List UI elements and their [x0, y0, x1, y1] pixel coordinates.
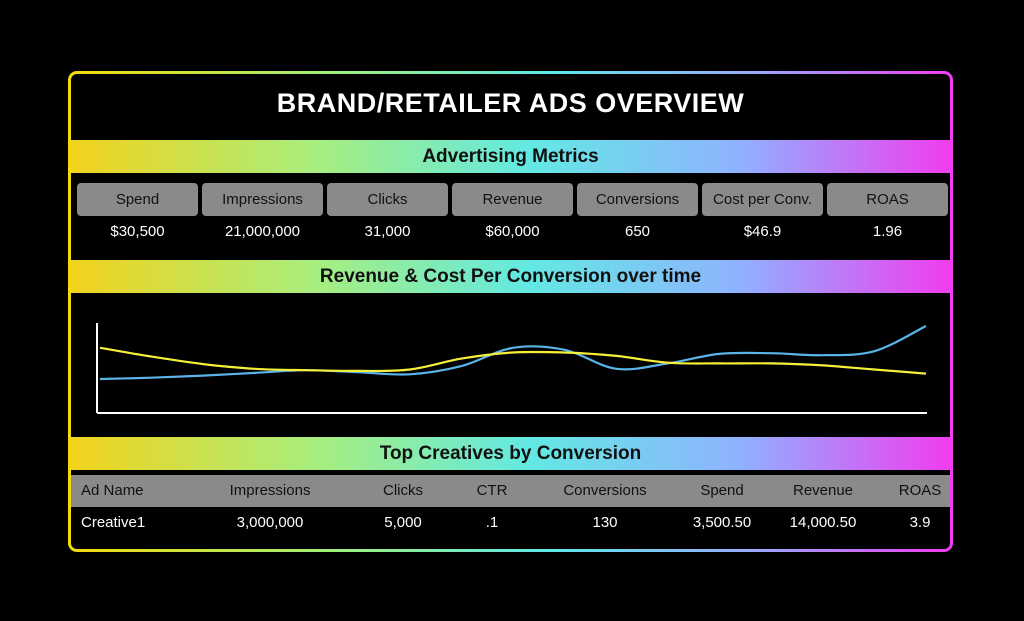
cell-conversions-text: 130	[592, 514, 618, 531]
header-conversions-text: Conversions	[563, 482, 647, 499]
series-line-2	[99, 346, 927, 375]
cell-revenue-text: 14,000.50	[789, 514, 857, 531]
dashboard-panel: BRAND/RETAILER ADS OVERVIEW Advertising …	[71, 74, 950, 549]
metric-value: 31,000	[364, 223, 411, 240]
metric-cost-per-conversion: Cost per Conv. $46.9	[702, 183, 823, 240]
header-revenue-text: Revenue	[792, 482, 854, 499]
series-line-1	[99, 325, 927, 381]
metric-value: 1.96	[872, 223, 903, 240]
cell-roas-text: 3.9	[909, 514, 931, 531]
metric-label: Revenue	[452, 183, 573, 216]
dashboard-frame: BRAND/RETAILER ADS OVERVIEW Advertising …	[68, 71, 953, 552]
chart-section-header: Revenue & Cost Per Conversion over time	[71, 260, 950, 293]
cell-spend-text: 3,500.50	[692, 514, 752, 531]
metric-roas: ROAS 1.96	[827, 183, 948, 240]
header-roas-text: ROAS	[898, 482, 942, 499]
chart-section-title: Revenue & Cost Per Conversion over time	[319, 265, 702, 287]
metrics-section-header: Advertising Metrics	[71, 140, 950, 173]
metric-clicks: Clicks 31,000	[327, 183, 448, 240]
metric-spend: Spend $30,500	[77, 183, 198, 240]
header-spend-text: Spend	[700, 482, 744, 499]
cell-ctr-text: .1	[485, 514, 499, 531]
metric-value: $60,000	[485, 223, 540, 240]
series-layer	[99, 325, 927, 381]
line-chart	[96, 323, 927, 414]
cell-clicks-text: 5,000	[384, 514, 422, 531]
metric-label: Conversions	[577, 183, 698, 216]
creatives-table: Ad Name Impressions Clicks CTR Conversio…	[71, 475, 950, 539]
metric-revenue: Revenue $60,000	[452, 183, 573, 240]
metric-value: $46.9	[743, 223, 782, 240]
metric-value: $30,500	[110, 223, 165, 240]
header-ctr-text: CTR	[476, 482, 508, 499]
metric-impressions: Impressions 21,000,000	[202, 183, 323, 240]
metrics-section-title: Advertising Metrics	[422, 145, 599, 167]
page-title: BRAND/RETAILER ADS OVERVIEW	[276, 88, 745, 118]
header-impressions-text: Impressions	[229, 482, 311, 499]
header-clicks-text: Clicks	[383, 482, 423, 499]
header-ad-name[interactable]: Ad Name	[81, 482, 144, 499]
metric-value: 650	[624, 223, 651, 240]
table-row[interactable]: Creative1 3,000,000 5,000 .1 130 3,500.5…	[71, 507, 950, 539]
cell-impressions-text: 3,000,000	[236, 514, 304, 531]
cell-ad-name: Creative1	[81, 514, 146, 531]
table-header-row: Ad Name Impressions Clicks CTR Conversio…	[71, 475, 950, 507]
metric-conversions: Conversions 650	[577, 183, 698, 240]
table-section-title: Top Creatives by Conversion	[379, 442, 642, 464]
metric-label: ROAS	[827, 183, 948, 216]
metric-value: 21,000,000	[224, 223, 301, 240]
metric-label: Cost per Conv.	[702, 183, 823, 216]
metrics-row: Spend $30,500 Impressions 21,000,000 Cli…	[77, 183, 950, 253]
metric-label: Clicks	[327, 183, 448, 216]
table-section-header: Top Creatives by Conversion	[71, 437, 950, 470]
metric-label: Spend	[77, 183, 198, 216]
metric-label: Impressions	[202, 183, 323, 216]
